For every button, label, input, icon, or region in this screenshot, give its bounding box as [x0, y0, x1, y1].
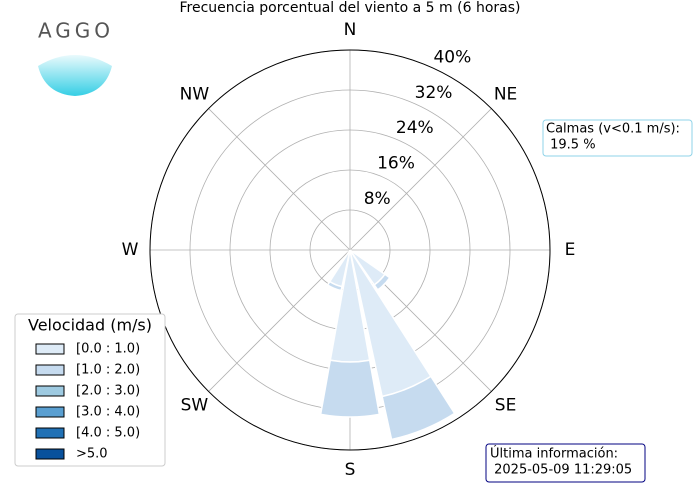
direction-label: N — [344, 20, 357, 40]
update-label: Última información: — [490, 446, 618, 462]
grid-spoke — [208, 249, 351, 392]
logo-text: AGGO — [38, 19, 114, 43]
chart-title: Frecuencia porcentual del viento a 5 m (… — [180, 0, 521, 16]
direction-label: NW — [180, 84, 210, 104]
legend-swatch — [35, 364, 65, 376]
legend-swatch — [35, 448, 65, 460]
plot: N NE E SE S SW W NW 8% 16% 24% 32% 40% — [122, 20, 576, 480]
wind-bar — [381, 375, 456, 441]
direction-label: S — [345, 460, 356, 480]
update-value: 2025-05-09 11:29:05 — [490, 463, 632, 478]
direction-label: SE — [495, 396, 517, 416]
direction-label: W — [122, 240, 139, 260]
legend-title: Velocidad (m/s) — [28, 316, 152, 335]
legend-label: >5.0 — [76, 447, 108, 462]
grid-spoke — [208, 108, 351, 251]
legend-label: [3.0 : 4.0) — [76, 405, 140, 420]
direction-label: SW — [181, 396, 209, 416]
legend-label: [4.0 : 5.0) — [76, 426, 140, 441]
legend-swatch — [35, 343, 65, 355]
legend-swatch — [35, 385, 65, 397]
r-tick-label: 8% — [364, 189, 391, 209]
plot-border — [149, 49, 551, 451]
calm-box — [542, 119, 693, 157]
wind-bar — [326, 280, 343, 292]
legend-label: [1.0 : 2.0) — [76, 363, 140, 378]
r-tick-label: 32% — [415, 83, 453, 103]
grid-spoke — [349, 108, 492, 251]
calm-label: Calmas (v<0.1 m/s): — [546, 122, 680, 137]
legend: [0.0 : 1.0) [1.0 : 2.0) [2.0 : 3.0) [3.0 : … — [35, 342, 140, 462]
wind-bar — [373, 273, 391, 291]
r-tick-label: 24% — [396, 118, 434, 138]
calm-value: 19.5 % — [546, 138, 596, 153]
r-tick-label: 40% — [433, 48, 471, 68]
update-box — [485, 443, 646, 483]
logo-mark — [38, 55, 112, 96]
r-tick-label: 16% — [377, 153, 415, 173]
direction-label: E — [565, 240, 576, 260]
legend-swatch — [35, 427, 65, 439]
legend-label: [0.0 : 1.0) — [76, 342, 140, 357]
legend-swatch — [35, 406, 65, 418]
legend-label: [2.0 : 3.0) — [76, 384, 140, 399]
direction-label: NE — [494, 84, 517, 104]
wind-bar — [319, 359, 381, 418]
